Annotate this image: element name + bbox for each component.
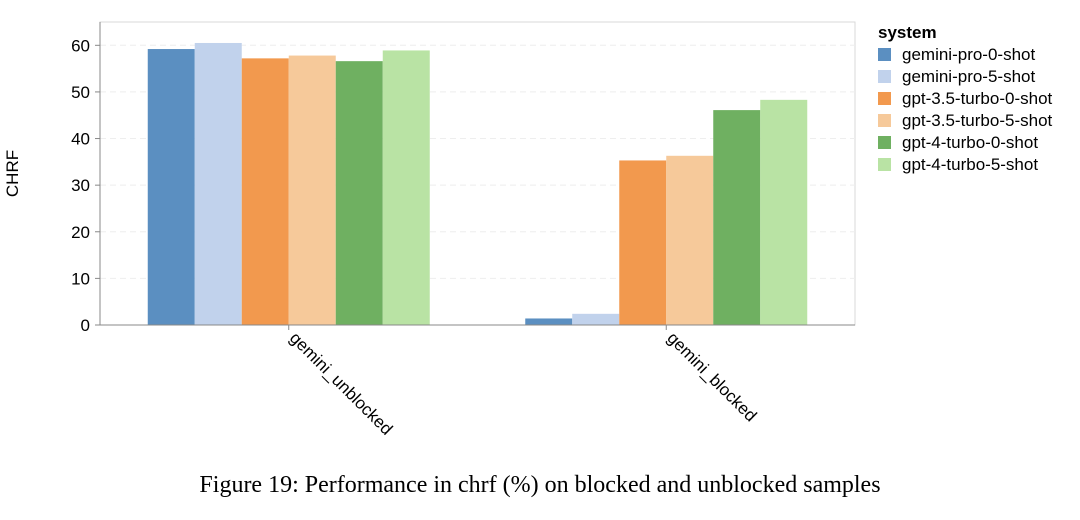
bar-chart: 0 10 20 30 40 50 60 gemini_unblocked gemini_blo… — [3, 21, 1053, 439]
y-tick-label: 0 — [81, 316, 90, 335]
y-tick-label: 40 — [71, 130, 90, 149]
legend-label: gpt-4-turbo-0-shot — [902, 133, 1038, 152]
y-axis-title: CHRF — [3, 150, 22, 197]
legend-label: gpt-4-turbo-5-shot — [902, 155, 1038, 174]
legend-swatch — [878, 48, 891, 61]
bar-gpt-3.5-turbo-0-shot-gemini_blocked — [619, 160, 667, 325]
y-tick-label: 30 — [71, 176, 90, 195]
legend-swatch — [878, 70, 891, 83]
legend-label: gpt-3.5-turbo-0-shot — [902, 89, 1053, 108]
bar-gemini-pro-0-shot-gemini_blocked — [525, 318, 573, 325]
y-tick-label: 10 — [71, 269, 90, 288]
bar-gemini-pro-0-shot-gemini_unblocked — [147, 49, 195, 325]
bar-gemini-pro-5-shot-gemini_blocked — [572, 313, 620, 325]
bars — [147, 42, 808, 326]
legend-swatch — [878, 92, 891, 105]
bar-gpt-4-turbo-0-shot-gemini_blocked — [713, 110, 761, 325]
legend-title: system — [878, 23, 937, 42]
legend-swatch — [878, 114, 891, 127]
bar-gemini-pro-5-shot-gemini_unblocked — [194, 42, 242, 325]
y-tick-label: 20 — [71, 223, 90, 242]
x-tick-label: gemini_blocked — [663, 328, 760, 425]
figure-caption: Figure 19: Performance in chrf (%) on bl… — [199, 472, 881, 498]
bar-gpt-4-turbo-5-shot-gemini_blocked — [760, 99, 808, 326]
bar-gpt-3.5-turbo-5-shot-gemini_blocked — [666, 155, 714, 325]
bar-gpt-4-turbo-5-shot-gemini_unblocked — [382, 50, 430, 325]
x-axis: gemini_unblocked gemini_blocked — [286, 325, 760, 439]
legend-swatch — [878, 158, 891, 171]
legend-swatch — [878, 136, 891, 149]
y-tick-label: 50 — [71, 83, 90, 102]
y-tick-label: 60 — [71, 36, 90, 55]
bar-gpt-3.5-turbo-0-shot-gemini_unblocked — [241, 58, 289, 326]
y-axis: 0 10 20 30 40 50 60 — [71, 22, 855, 335]
legend: system gemini-pro-0-shot gemini-pro-5-shot… — [878, 23, 1053, 174]
x-tick-label: gemini_unblocked — [286, 328, 396, 438]
legend-label: gemini-pro-0-shot — [902, 45, 1035, 64]
legend-label: gpt-3.5-turbo-5-shot — [902, 111, 1053, 130]
legend-label: gemini-pro-5-shot — [902, 67, 1035, 86]
bar-gpt-3.5-turbo-5-shot-gemini_unblocked — [288, 55, 336, 325]
bar-gpt-4-turbo-0-shot-gemini_unblocked — [335, 61, 383, 325]
